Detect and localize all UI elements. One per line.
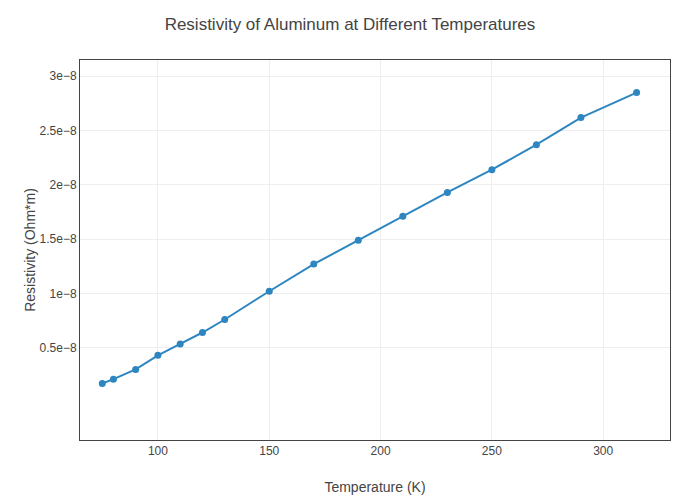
- svg-text:200: 200: [371, 444, 391, 458]
- svg-text:3e−8: 3e−8: [50, 69, 77, 83]
- svg-text:Resistivity (Ohm*m): Resistivity (Ohm*m): [22, 188, 38, 312]
- svg-text:Resistivity of Aluminum at Dif: Resistivity of Aluminum at Different Tem…: [165, 15, 536, 34]
- svg-text:250: 250: [482, 444, 502, 458]
- svg-text:150: 150: [259, 444, 279, 458]
- svg-text:2e−8: 2e−8: [50, 178, 77, 192]
- svg-text:2.5e−8: 2.5e−8: [40, 124, 77, 138]
- svg-text:300: 300: [593, 444, 613, 458]
- svg-text:Temperature (K): Temperature (K): [324, 479, 425, 495]
- svg-text:1e−8: 1e−8: [50, 287, 77, 301]
- svg-text:100: 100: [148, 444, 168, 458]
- svg-text:1.5e−8: 1.5e−8: [40, 232, 77, 246]
- svg-text:0.5e−8: 0.5e−8: [40, 341, 77, 355]
